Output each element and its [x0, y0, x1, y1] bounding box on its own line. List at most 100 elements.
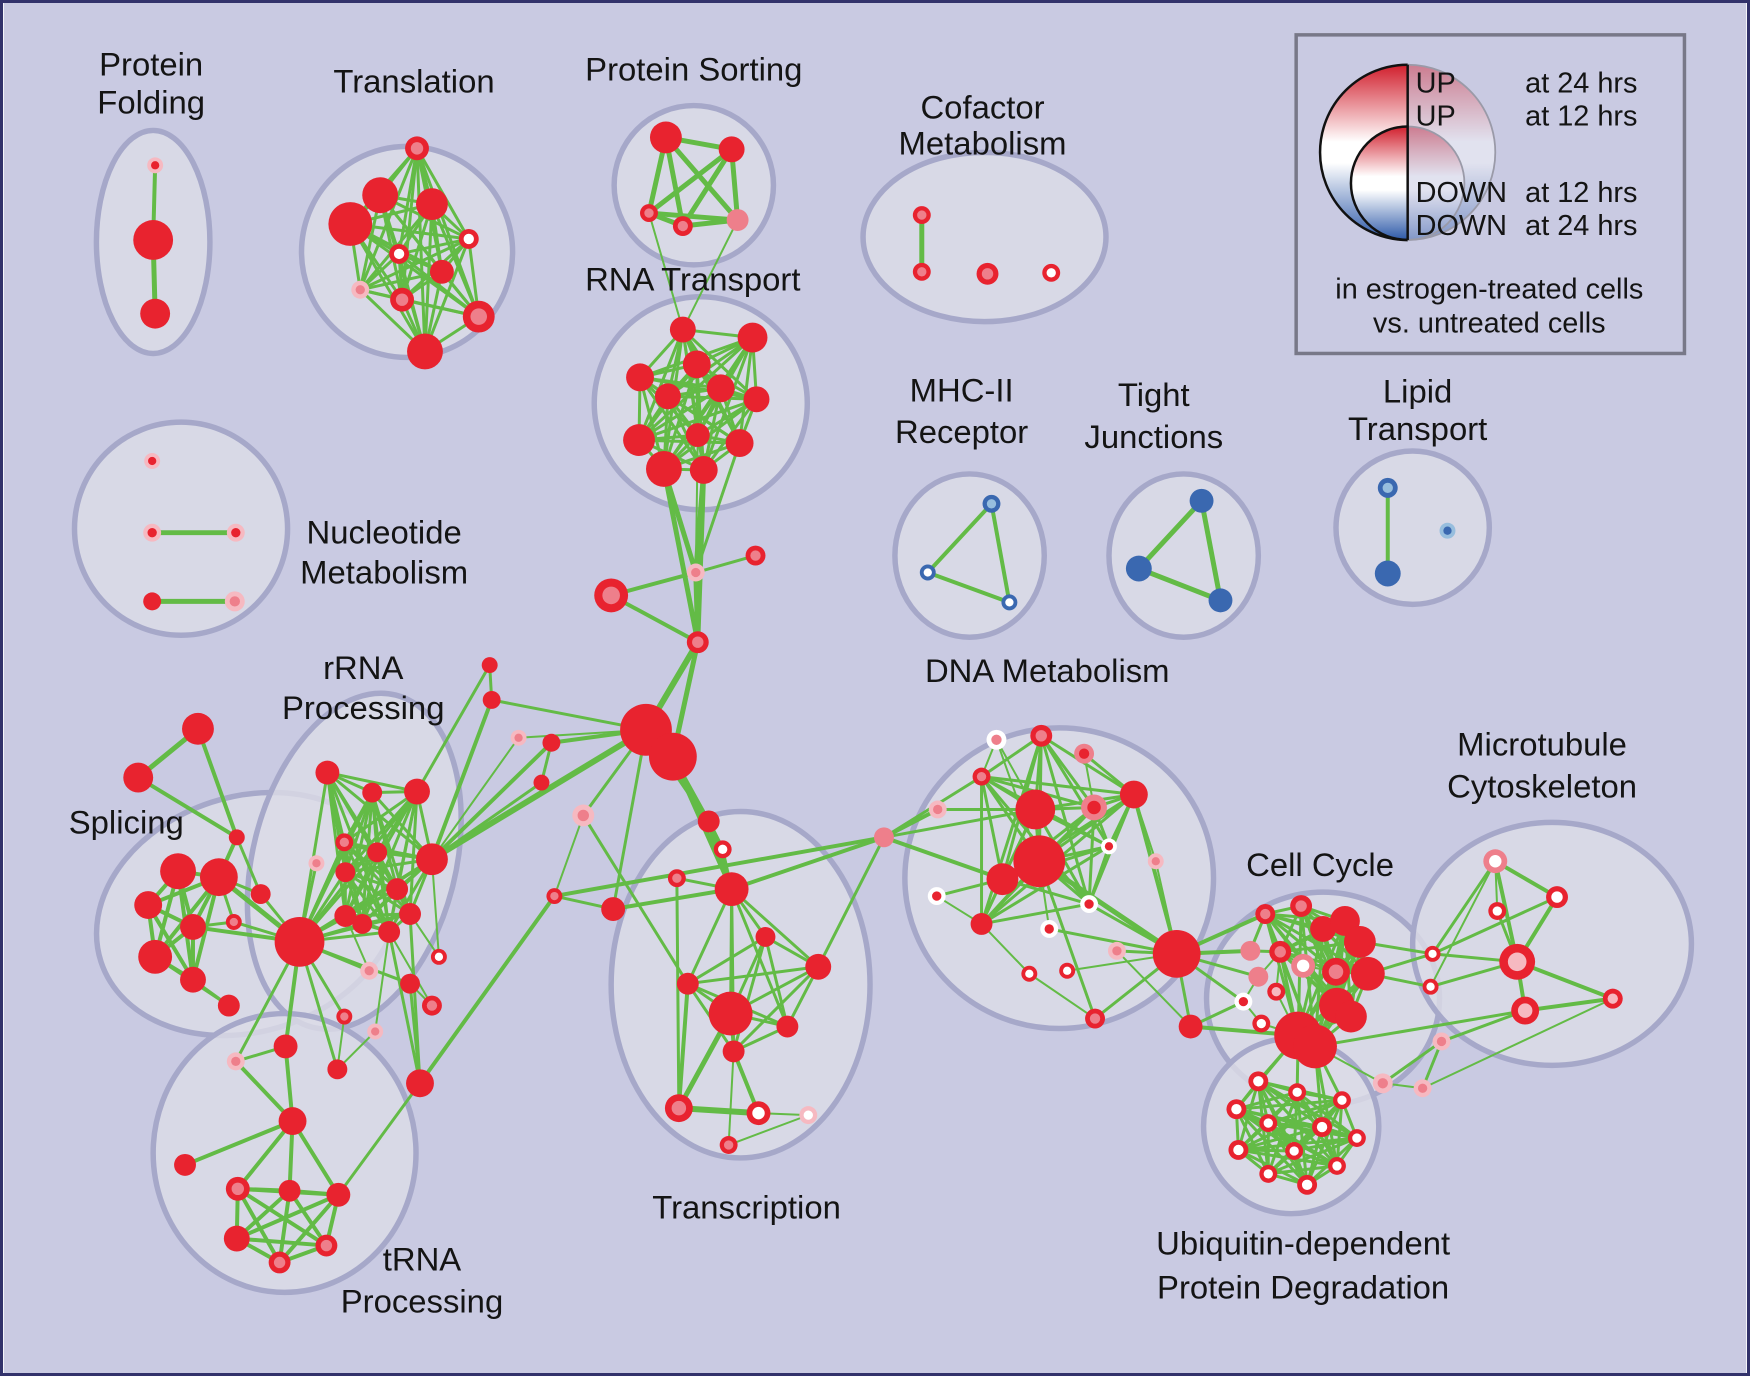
cluster-nucleotide-metabolism [71, 419, 291, 638]
gene-node [682, 350, 711, 379]
gene-node-inner [148, 456, 157, 466]
gene-node-inner [1089, 1013, 1101, 1024]
gene-node-inner [1256, 1018, 1266, 1029]
gene-node-inner [514, 733, 523, 742]
gene-node-inner [1104, 842, 1114, 851]
edge [1028, 972, 1097, 1020]
gene-node-inner [1426, 982, 1435, 991]
gene-node-inner [1263, 1169, 1273, 1179]
gene-node-inner [1025, 969, 1034, 978]
gene-node-inner [1316, 1121, 1328, 1133]
gene-node [399, 903, 421, 925]
edge [553, 814, 585, 898]
gene-node [718, 136, 745, 163]
gene-node [328, 202, 373, 246]
legend-outer-left-outline [1318, 63, 1408, 242]
edge [729, 835, 886, 892]
gene-node [1350, 956, 1385, 991]
gene-node [654, 383, 681, 410]
cluster-label-protein-sorting: Protein Sorting [585, 51, 802, 88]
gene-node [228, 829, 245, 846]
gene-node-inner [692, 636, 704, 648]
gene-node-inner [231, 1182, 245, 1196]
gene-node [623, 424, 655, 457]
edge [611, 728, 648, 911]
legend-footer-line-2: vs. untreated cells [1373, 308, 1606, 340]
gene-node [1125, 555, 1152, 582]
gene-node-inner [752, 1106, 765, 1120]
legend: UP UP DOWN DOWN at 24 hrs at 12 hrs at 1… [1294, 33, 1687, 356]
gene-node-inner [1231, 1103, 1242, 1115]
edge [980, 922, 1031, 975]
cluster-label-rrna-processing: Processing [282, 689, 444, 726]
edge [738, 336, 755, 445]
legend-time-1: at 24 hrs [1525, 68, 1637, 100]
gene-node [986, 863, 1019, 896]
gene-node [406, 1069, 434, 1098]
edge [882, 807, 1037, 839]
edge [730, 887, 820, 969]
edge [423, 237, 471, 353]
gene-node-inner [1044, 924, 1054, 934]
cluster-label-protein-folding: Protein [99, 46, 203, 83]
edge [925, 501, 994, 575]
gene-node [250, 884, 271, 905]
edge [1523, 996, 1615, 1013]
edge [429, 697, 494, 862]
gene-node [646, 451, 682, 487]
cluster-label-mhc-ii-receptor: Receptor [895, 413, 1028, 450]
edge [702, 336, 755, 472]
cluster-label-nucleotide-metabolism: Metabolism [300, 553, 468, 590]
gene-node-inner [917, 210, 927, 220]
edge [342, 790, 419, 844]
edge [342, 840, 412, 916]
gene-node [274, 916, 325, 967]
edge [1199, 498, 1223, 603]
edge [980, 734, 1043, 926]
gene-node [805, 953, 832, 980]
edge [646, 146, 735, 216]
gene-node-inner [1607, 993, 1618, 1004]
gene-node-inner [1263, 1118, 1273, 1128]
edge [637, 397, 759, 442]
edge [428, 726, 649, 863]
gene-node-inner [1377, 1078, 1388, 1089]
edge [336, 1081, 422, 1197]
gene-node [1293, 1024, 1337, 1069]
gene-node-inner [1046, 268, 1056, 278]
gene-node [352, 914, 373, 934]
edge [1131, 792, 1179, 956]
gene-node-inner [1274, 946, 1286, 958]
cluster-label-splicing: Splicing [69, 803, 184, 840]
edge [387, 930, 422, 1085]
cluster-label-tight-junctions: Junctions [1084, 418, 1223, 455]
edge [816, 835, 886, 969]
gene-node-inner [426, 1000, 438, 1011]
gene-node-inner [1328, 964, 1344, 980]
edge [397, 237, 471, 256]
edge [1266, 1164, 1339, 1176]
gene-node [278, 1107, 307, 1136]
edge [727, 1114, 810, 1146]
gene-node [334, 905, 357, 927]
edge [1039, 734, 1091, 906]
edge [277, 1192, 341, 1265]
cluster-label-ubiquitin-degradation: Protein Degradation [1157, 1268, 1449, 1305]
gene-node [481, 657, 498, 674]
cluster-label-trna-processing: tRNA [383, 1240, 462, 1277]
cluster-label-dna-metabolism: DNA Metabolism [925, 652, 1170, 689]
edge [1236, 1125, 1324, 1152]
cluster-label-rrna-processing: rRNA [323, 649, 403, 686]
cluster-label-trna-processing: Processing [341, 1282, 503, 1319]
edge [1136, 498, 1205, 572]
gene-node-inner [723, 1140, 734, 1150]
gene-node-inner [1382, 482, 1393, 494]
gene-node-inner [1035, 730, 1047, 742]
edge [552, 835, 886, 899]
edge [611, 887, 734, 912]
edge [581, 813, 690, 986]
edge [1039, 734, 1111, 848]
cluster-label-cell-cycle: Cell Cycle [1246, 846, 1394, 883]
gene-node-inner [1271, 987, 1281, 997]
